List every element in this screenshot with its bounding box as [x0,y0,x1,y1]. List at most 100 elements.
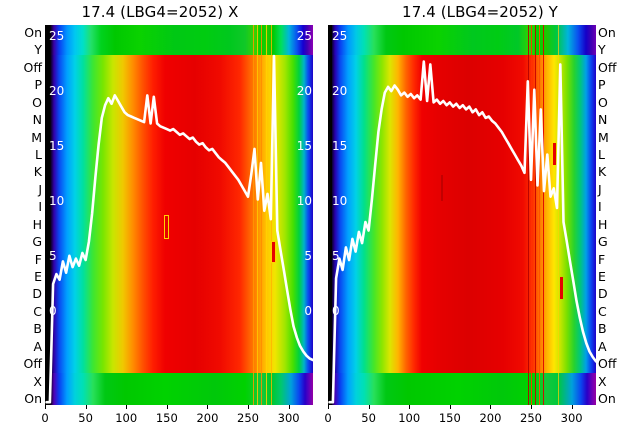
panel-y-title: 17.4 (LBG4=2052) Y [402,3,558,21]
category-tick-h-11: H [598,216,608,232]
category-tick-a-18: A [598,338,607,354]
x-tick-mark-50 [368,405,370,409]
category-tick-o-4: O [32,94,42,110]
category-tick-on-0: On [24,25,42,40]
category-tick-n-5: N [32,112,42,128]
category-tick-i-10: I [598,199,602,215]
category-tick-d-15: D [32,286,42,302]
striation [531,25,532,405]
marker-artifact [560,277,563,299]
marker-artifact [441,175,443,201]
category-tick-n-5: N [598,112,608,128]
heatmap-band-main [328,55,596,373]
category-tick-d-15: D [598,286,608,302]
category-tick-off-2: Off [23,59,42,75]
category-tick-f-13: F [598,251,606,267]
category-tick-m-6: M [31,129,42,145]
x-tick-label-300: 300 [560,411,583,425]
category-tick-off-2: Off [598,59,617,75]
category-tick-y-1: Y [598,42,606,58]
striation [528,25,529,405]
inner-tick-15: 15 [332,139,348,153]
marker-artifact [553,143,556,165]
category-tick-g-12: G [32,234,42,250]
x-tick-label-200: 200 [479,411,502,425]
marker-artifact [271,241,276,263]
category-tick-j-9: J [38,181,42,197]
category-tick-on-21: On [24,391,42,406]
category-tick-c-16: C [598,303,607,319]
x-tick-label-150: 150 [438,411,461,425]
x-tick-label-50: 50 [78,411,93,425]
x-tick-label-0: 0 [324,411,332,425]
x-tick-mark-100 [126,405,128,409]
x-tick-mark-300 [571,405,573,409]
striation [543,25,544,405]
category-tick-k-8: K [598,164,607,180]
inner-tick-20: 20 [49,84,65,98]
striation [558,25,559,405]
striation [539,25,540,405]
heatmap-y[interactable]: 25 20 15 10 5 0 [328,25,596,405]
left-gutter [45,25,50,405]
x-tick-mark-200 [207,405,209,409]
heatmap-band-bottom [45,373,313,405]
striation [261,25,262,405]
left-gutter [328,25,332,405]
x-tick-label-150: 150 [155,411,178,425]
inner-tick-10: 10 [49,194,65,208]
x-tick-mark-300 [288,405,290,409]
panel-y: 17.4 (LBG4=2052) Y On Y Off P O N M L K J I H G F E D C B… [320,0,640,440]
inner-tick-right-10: 10 [296,194,312,208]
category-tick-b-17: B [33,321,42,337]
category-tick-f-13: F [34,251,42,267]
striation [271,25,272,405]
panel-x: 17.4 (LBG4=2052) X Dipole OnYOffPONMLKJI… [0,3,313,425]
x-tick-label-100: 100 [115,411,138,425]
category-tick-i-10: I [38,199,42,215]
x-tick-mark-200 [490,405,492,409]
category-tick-k-8: K [33,164,42,180]
heatmap-band-top [328,25,596,55]
x-tick-mark-0 [328,405,329,409]
panel-x-title: 17.4 (LBG4=2052) X [81,3,239,21]
x-tick-label-250: 250 [520,411,542,425]
x-tick-mark-0 [45,405,46,409]
x-tick-label-200: 200 [196,411,219,425]
heatmap-band-main [45,55,313,373]
category-tick-x-20: X [33,373,42,389]
inner-tick-right-0: 0 [304,304,312,318]
inner-tick-right-20: 20 [296,84,312,98]
heatmap-x[interactable]: 25 20 15 10 5 0 25 20 15 10 5 0 [45,25,313,405]
x-tick-mark-150 [449,405,451,409]
x-tick-label-250: 250 [237,411,259,425]
inner-tick-0: 0 [332,304,340,318]
x-tick-mark-250 [248,405,250,409]
inner-tick-10: 10 [332,194,348,208]
category-tick-h-11: H [32,216,42,232]
inner-tick-5: 5 [332,249,340,263]
category-axis-left: On Y Off P O N M L K J I H G F E D C B A Off X On [0,25,42,406]
category-tick-p-3: P [598,77,606,93]
inner-tick-right-25: 25 [296,29,312,43]
x-tick-label-300: 300 [277,411,300,425]
inner-tick-15: 15 [49,139,65,153]
heatmap-band-bottom [328,373,596,405]
inner-tick-0: 0 [49,304,57,318]
inner-tick-20: 20 [332,84,348,98]
inner-tick-right-5: 5 [304,249,312,263]
category-tick-g-12: G [598,234,608,250]
x-tick-label-50: 50 [361,411,376,425]
striation [257,25,258,405]
category-tick-m-6: M [598,129,609,145]
inner-tick-25: 25 [49,29,65,43]
category-tick-y-1: Y [34,42,42,58]
category-tick-l-7: L [598,147,605,162]
category-tick-b-17: B [598,321,607,337]
category-tick-l-7: L [35,147,42,162]
x-tick-label-0: 0 [41,411,49,425]
category-tick-x-20: X [598,373,607,389]
x-tick-mark-100 [409,405,411,409]
category-tick-off-19: Off [23,356,42,372]
